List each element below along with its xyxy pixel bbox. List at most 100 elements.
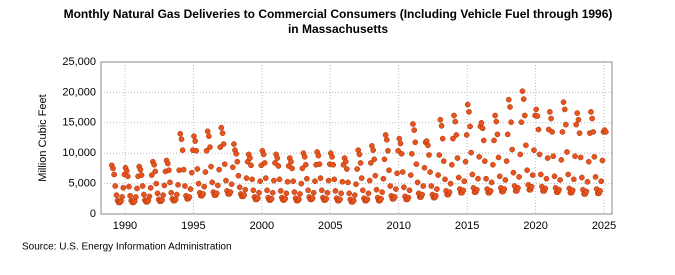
- data-point: [442, 176, 448, 183]
- data-point: [161, 182, 168, 189]
- data-point: [597, 188, 603, 194]
- data-point: [509, 146, 516, 153]
- data-point: [112, 183, 119, 189]
- data-point: [231, 141, 237, 147]
- data-point: [332, 188, 339, 194]
- data-point: [380, 175, 387, 182]
- data-point: [305, 187, 311, 194]
- data-point: [223, 177, 229, 184]
- data-point: [501, 186, 508, 192]
- data-point: [412, 139, 419, 146]
- data-point: [159, 197, 165, 203]
- data-point: [172, 196, 179, 203]
- data-point: [428, 183, 435, 189]
- data-point: [533, 106, 540, 113]
- data-point: [585, 158, 592, 165]
- data-point: [233, 150, 240, 157]
- data-point: [371, 156, 378, 163]
- data-point: [200, 191, 206, 197]
- data-point: [411, 127, 418, 133]
- data-point: [385, 147, 391, 154]
- x-tick-label: 2000: [250, 220, 274, 232]
- data-point: [495, 154, 502, 161]
- data-point: [547, 109, 553, 115]
- data-point: [315, 152, 322, 159]
- data-point: [152, 168, 159, 175]
- data-point: [535, 126, 542, 133]
- data-point: [324, 189, 331, 196]
- data-point: [264, 187, 270, 194]
- data-point: [194, 166, 201, 172]
- data-point: [396, 135, 403, 142]
- data-point: [201, 183, 208, 190]
- data-point: [448, 161, 455, 168]
- data-point: [591, 153, 598, 160]
- data-point: [358, 175, 365, 181]
- data-point: [583, 188, 590, 195]
- data-point: [592, 174, 599, 180]
- data-point: [387, 183, 394, 189]
- data-point: [213, 190, 220, 197]
- data-point: [248, 162, 254, 169]
- data-point: [572, 153, 578, 160]
- data-point: [563, 121, 569, 128]
- data-point: [113, 192, 120, 199]
- data-point: [549, 129, 556, 135]
- data-point: [120, 185, 127, 191]
- data-point: [534, 113, 541, 119]
- data-point: [469, 171, 476, 178]
- data-point: [579, 174, 585, 181]
- data-point: [460, 187, 467, 194]
- data-point: [544, 155, 551, 161]
- data-point: [275, 163, 282, 169]
- data-point: [227, 189, 234, 195]
- data-point: [558, 157, 565, 163]
- data-point: [168, 189, 175, 196]
- data-point: [325, 177, 332, 184]
- data-point: [282, 195, 289, 202]
- data-point: [520, 96, 527, 102]
- data-point: [291, 189, 298, 195]
- data-point: [479, 125, 486, 132]
- data-point: [257, 178, 264, 185]
- data-point: [151, 161, 157, 168]
- data-point: [451, 112, 457, 119]
- data-point: [453, 132, 460, 138]
- data-point: [476, 153, 483, 160]
- data-point: [452, 118, 459, 125]
- data-point: [602, 129, 609, 135]
- data-point: [438, 122, 445, 129]
- x-tick-label: 1995: [181, 220, 205, 232]
- data-point: [529, 172, 536, 178]
- data-point: [564, 149, 570, 155]
- data-point: [339, 178, 346, 185]
- data-point: [343, 166, 350, 172]
- data-point: [510, 169, 517, 176]
- data-point: [590, 129, 597, 135]
- data-point: [584, 178, 591, 185]
- data-point: [110, 165, 116, 172]
- data-point: [436, 152, 443, 158]
- data-point: [317, 175, 324, 181]
- data-point: [356, 151, 363, 158]
- data-point: [276, 176, 283, 183]
- data-point: [447, 180, 454, 187]
- data-point: [524, 167, 530, 174]
- data-point: [296, 196, 302, 203]
- data-point: [559, 129, 566, 135]
- y-tick-label: 20,000: [62, 86, 96, 98]
- data-point: [360, 187, 366, 194]
- data-point: [203, 147, 210, 154]
- data-point: [432, 192, 439, 199]
- data-point: [289, 165, 295, 172]
- data-point: [480, 137, 487, 144]
- data-point: [365, 190, 372, 197]
- data-point: [331, 176, 338, 183]
- data-point: [379, 189, 386, 195]
- data-point: [599, 157, 606, 164]
- data-point: [236, 184, 243, 191]
- data-point: [260, 151, 267, 158]
- x-tick-label: 2010: [386, 220, 410, 232]
- data-point: [302, 161, 309, 168]
